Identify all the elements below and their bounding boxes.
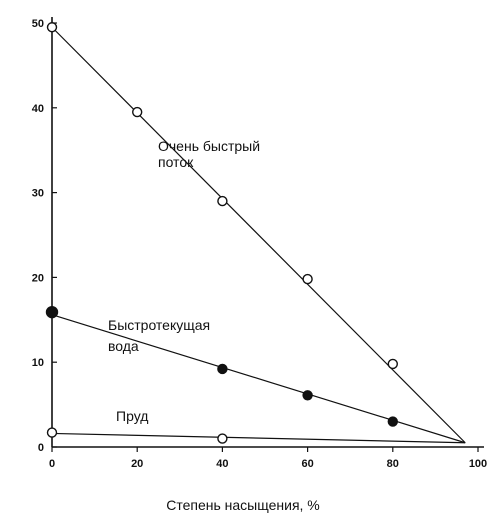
data-points [45,22,398,444]
label-fast-water-line1: Быстротекущая [108,317,210,333]
x-tick-label: 0 [49,458,55,470]
x-tick-label: 20 [131,458,143,470]
very-fast-stream-line [51,26,466,444]
fast-water-point [302,390,313,401]
pond-point [46,427,58,438]
very-fast-stream-point [217,195,228,207]
y-tick-label: 0 [38,442,44,454]
fast-water-line [51,314,466,444]
x-tick-label: 60 [301,458,313,470]
pond-point [217,433,228,444]
pond-line [51,432,466,444]
fit-lines [51,26,466,444]
label-very-fast-stream-line1: Очень быстрый [158,138,260,154]
label-fast-water-line2: вода [108,338,139,354]
x-tick-label: 40 [216,458,228,470]
very-fast-stream-point [131,106,143,118]
fast-water-point [217,363,228,375]
very-fast-stream-point [46,22,58,33]
x-tick-label: 80 [387,458,399,470]
fast-water-point [387,416,398,427]
y-tick-label: 40 [32,103,44,115]
y-axis-ticks: 0 10 20 30 40 50 [32,18,57,454]
label-pond: Пруд [116,408,148,424]
label-very-fast-stream-line2: поток [158,154,194,170]
very-fast-stream-point [302,273,313,285]
x-tick-label: 100 [469,458,487,470]
y-tick-label: 10 [32,357,44,369]
y-tick-label: 20 [32,272,44,284]
fast-water-point [45,305,59,319]
very-fast-stream-point [387,358,398,370]
x-axis-label: Степень насыщения, % [166,497,320,513]
x-axis-ticks: 0 20 40 60 80 100 [49,447,487,470]
axes [51,17,484,448]
y-tick-label: 50 [32,18,44,30]
y-tick-label: 30 [32,188,44,200]
